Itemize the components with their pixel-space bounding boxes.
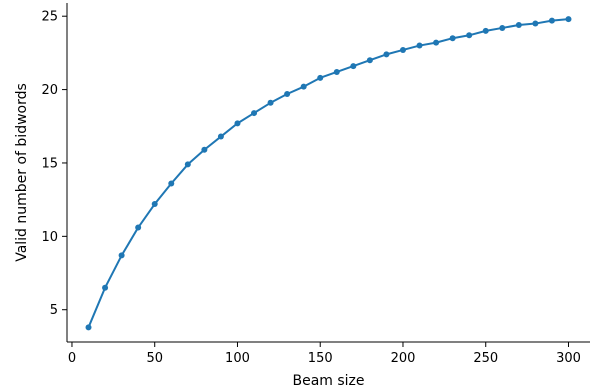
x-tick-label: 150 [308, 351, 333, 366]
series-line [87, 18, 569, 328]
data-point [284, 90, 291, 97]
data-point [135, 224, 142, 231]
data-point [118, 252, 125, 259]
x-axis-ticks: 0 50 100 150 200 250 300 [68, 342, 581, 366]
data-point [333, 68, 340, 75]
y-axis-ticks: 5 10 15 20 25 [41, 10, 67, 318]
data-point [267, 99, 274, 106]
y-tick-label: 25 [41, 10, 58, 25]
data-point [300, 83, 307, 90]
y-axis-label: Valid number of bidwords [14, 83, 30, 262]
data-point [548, 17, 555, 24]
data-point [184, 161, 191, 168]
data-point [251, 110, 258, 117]
x-tick-label: 50 [146, 351, 163, 366]
data-point [151, 201, 158, 208]
y-tick-label: 5 [50, 303, 58, 318]
data-point [482, 27, 489, 34]
data-point [201, 146, 208, 153]
x-tick-label: 200 [391, 351, 416, 366]
data-point [102, 284, 109, 291]
data-point [532, 20, 539, 27]
y-tick-label: 20 [41, 83, 58, 98]
x-axis-label: Beam size [292, 373, 364, 389]
data-point [366, 57, 373, 64]
data-point [399, 46, 406, 53]
y-tick-label: 10 [41, 230, 58, 245]
data-point [383, 51, 390, 58]
data-point [515, 22, 522, 29]
data-point [217, 133, 224, 140]
data-point [416, 42, 423, 49]
x-tick-label: 250 [473, 351, 498, 366]
data-point [234, 120, 241, 127]
data-point [350, 63, 357, 70]
data-point [499, 24, 506, 31]
x-tick-label: 0 [68, 351, 76, 366]
data-point [168, 180, 175, 187]
data-point [317, 74, 324, 81]
data-point [449, 35, 456, 42]
data-point [433, 39, 440, 46]
data-point [466, 32, 473, 39]
data-point [565, 16, 572, 23]
series-layer [85, 16, 572, 331]
y-tick-label: 15 [41, 156, 58, 171]
data-point [85, 324, 92, 331]
x-tick-label: 100 [225, 351, 250, 366]
x-tick-label: 300 [556, 351, 581, 366]
